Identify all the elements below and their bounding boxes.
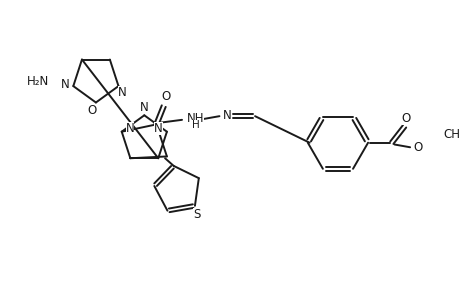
Text: CH₃: CH₃ xyxy=(442,128,459,141)
Text: H₂N: H₂N xyxy=(27,75,50,88)
Text: N: N xyxy=(223,109,231,122)
Text: S: S xyxy=(193,208,200,221)
Text: N: N xyxy=(125,122,134,134)
Text: O: O xyxy=(413,141,422,154)
Text: N: N xyxy=(61,78,69,91)
Text: N: N xyxy=(140,101,148,115)
Text: O: O xyxy=(87,104,97,117)
Text: H: H xyxy=(191,120,199,130)
Text: N: N xyxy=(118,86,126,99)
Text: O: O xyxy=(161,91,170,103)
Text: O: O xyxy=(401,112,410,124)
Text: N: N xyxy=(154,122,162,134)
Text: NH: NH xyxy=(186,112,204,125)
